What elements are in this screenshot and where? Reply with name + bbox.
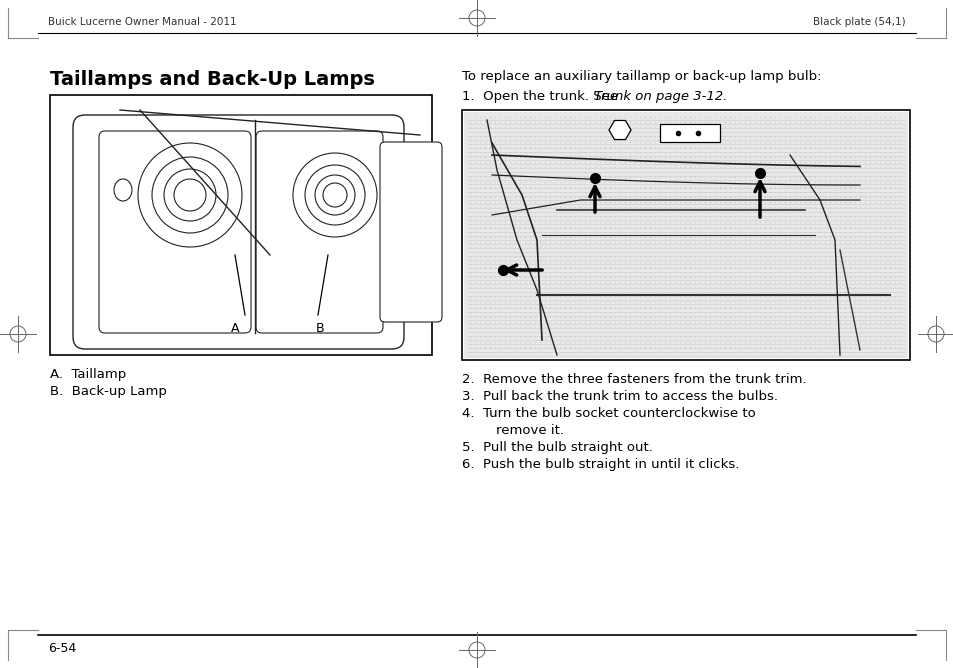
Text: 5.  Pull the bulb straight out.: 5. Pull the bulb straight out. (461, 441, 652, 454)
Text: 2.  Remove the three fasteners from the trunk trim.: 2. Remove the three fasteners from the t… (461, 373, 806, 386)
Text: Taillamps and Back-Up Lamps: Taillamps and Back-Up Lamps (50, 70, 375, 89)
Text: 3.  Pull back the trunk trim to access the bulbs.: 3. Pull back the trunk trim to access th… (461, 390, 778, 403)
Text: 6-54: 6-54 (48, 641, 76, 655)
Text: Black plate (54,1): Black plate (54,1) (813, 17, 905, 27)
Text: 1.  Open the trunk. See: 1. Open the trunk. See (461, 90, 621, 103)
FancyBboxPatch shape (99, 131, 251, 333)
Ellipse shape (113, 179, 132, 201)
Text: 6.  Push the bulb straight in until it clicks.: 6. Push the bulb straight in until it cl… (461, 458, 739, 471)
Text: A.  Taillamp: A. Taillamp (50, 368, 126, 381)
Text: B.  Back-up Lamp: B. Back-up Lamp (50, 385, 167, 398)
Text: remove it.: remove it. (461, 424, 563, 437)
Bar (461, 110, 909, 360)
Text: B: B (315, 321, 324, 335)
Text: A: A (231, 321, 239, 335)
Bar (463, 112, 907, 358)
Bar (659, 124, 720, 142)
FancyBboxPatch shape (255, 131, 382, 333)
Bar (50, 95, 432, 355)
Text: Trunk on page 3-12.: Trunk on page 3-12. (594, 90, 726, 103)
FancyBboxPatch shape (73, 115, 403, 349)
Text: 4.  Turn the bulb socket counterclockwise to: 4. Turn the bulb socket counterclockwise… (461, 407, 755, 420)
Text: To replace an auxiliary taillamp or back-up lamp bulb:: To replace an auxiliary taillamp or back… (461, 70, 821, 83)
Text: Buick Lucerne Owner Manual - 2011: Buick Lucerne Owner Manual - 2011 (48, 17, 236, 27)
FancyBboxPatch shape (379, 142, 441, 322)
